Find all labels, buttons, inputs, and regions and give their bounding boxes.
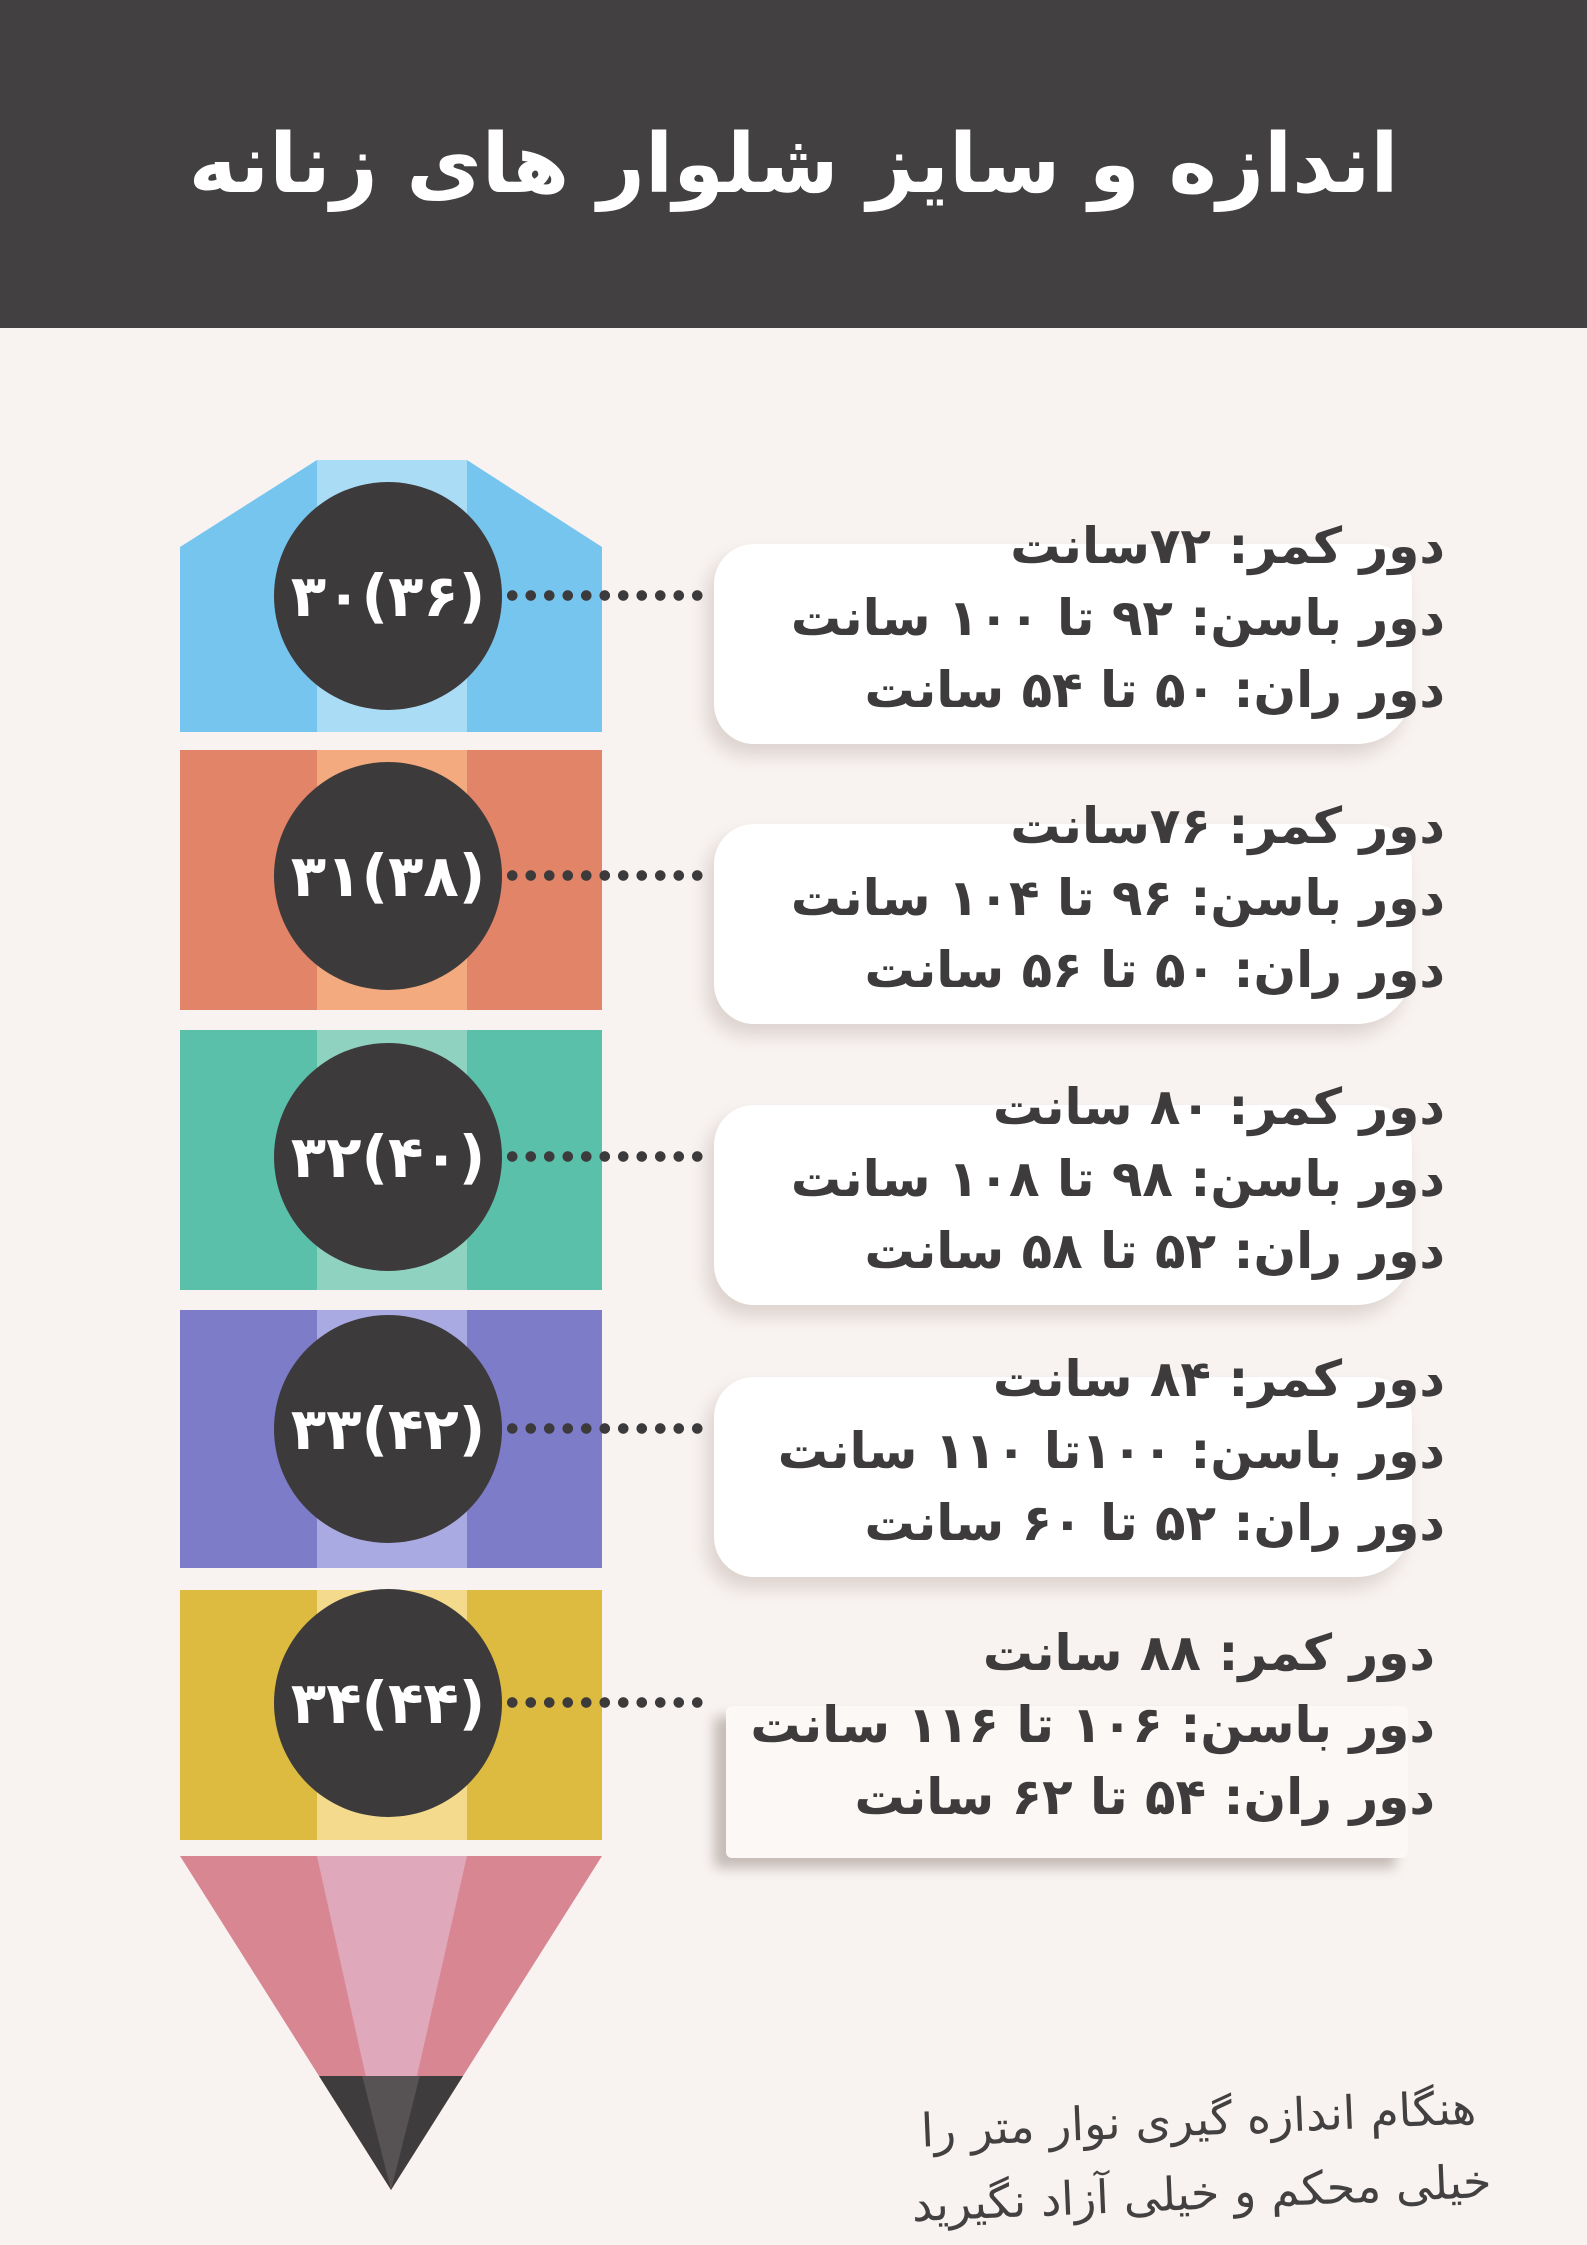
waist-measurement: دور کمر: ۸۰ سانت: [992, 1078, 1445, 1136]
header-bar: اندازه و سایز شلوار های زنانه: [0, 0, 1587, 328]
hips-measurement: دور باسن: ۹۸ تا ۱۰۸ سانت: [790, 1150, 1445, 1208]
size-label-32: ۳۲(۴۰): [290, 1123, 486, 1191]
info-bubble-size-32: [714, 1105, 1412, 1305]
dotted-leader-line: [503, 1422, 705, 1435]
thigh-measurement: دور ران: ۵۲ تا ۵۸ سانت: [864, 1222, 1445, 1280]
hips-measurement: دور باسن: ۹۲ تا ۱۰۰ سانت: [790, 589, 1445, 647]
size-label-31: ۳۱(۳۸): [290, 842, 486, 910]
waist-measurement: دور کمر: ۷۶سانت: [1010, 797, 1445, 855]
dotted-leader-line: [503, 1696, 705, 1709]
waist-measurement: دور کمر: ۸۸ سانت: [982, 1624, 1435, 1682]
hips-measurement: دور باسن: ۱۰۶ تا ۱۱۶ سانت: [750, 1696, 1435, 1754]
info-bubble-size-33: [714, 1377, 1412, 1577]
info-bubble-size-34: [726, 1706, 1408, 1858]
size-circle-31: ۳۱(۳۸): [274, 762, 502, 990]
size-label-30: ۳۰(۳۶): [290, 562, 486, 630]
size-circle-30: ۳۰(۳۶): [274, 482, 502, 710]
waist-measurement: دور کمر: ۸۴ سانت: [992, 1350, 1445, 1408]
measuring-advice-note: هنگام اندازه گیری نوار متر را خیلی محکم …: [857, 2068, 1543, 2244]
measurements-size-31: دور کمر: ۷۶سانت دور باسن: ۹۶ تا ۱۰۴ سانت…: [700, 790, 1445, 1006]
size-label-34: ۳۴(۴۴): [290, 1669, 486, 1737]
info-bubble-size-31: [714, 824, 1412, 1024]
thigh-measurement: دور ران: ۵۲ تا ۶۰ سانت: [864, 1494, 1445, 1552]
page-title: اندازه و سایز شلوار های زنانه: [188, 116, 1399, 212]
dotted-leader-line: [503, 589, 705, 602]
dotted-leader-line: [503, 869, 705, 882]
pencil-graphite-tip: [319, 2076, 463, 2190]
measurements-size-32: دور کمر: ۸۰ سانت دور باسن: ۹۸ تا ۱۰۸ سان…: [700, 1071, 1445, 1287]
thigh-measurement: دور ران: ۵۰ تا ۵۴ سانت: [864, 661, 1445, 719]
info-bubble-size-30: [714, 544, 1412, 744]
size-label-33: ۳۳(۴۲): [290, 1395, 486, 1463]
measurements-size-34: دور کمر: ۸۸ سانت دور باسن: ۱۰۶ تا ۱۱۶ سا…: [700, 1617, 1435, 1833]
hips-measurement: دور باسن: ۹۶ تا ۱۰۴ سانت: [790, 869, 1445, 927]
size-circle-33: ۳۳(۴۲): [274, 1315, 502, 1543]
waist-measurement: دور کمر: ۷۲سانت: [1010, 517, 1445, 575]
pencil-graphite-highlight: [362, 2076, 420, 2190]
measurements-size-33: دور کمر: ۸۴ سانت دور باسن: ۱۰۰تا ۱۱۰ سان…: [700, 1343, 1445, 1559]
size-circle-34: ۳۴(۴۴): [274, 1589, 502, 1817]
size-circle-32: ۳۲(۴۰): [274, 1043, 502, 1271]
dotted-leader-line: [503, 1150, 705, 1163]
thigh-measurement: دور ران: ۵۰ تا ۵۶ سانت: [864, 941, 1445, 999]
thigh-measurement: دور ران: ۵۴ تا ۶۲ سانت: [854, 1768, 1435, 1826]
measurements-size-30: دور کمر: ۷۲سانت دور باسن: ۹۲ تا ۱۰۰ سانت…: [700, 510, 1445, 726]
hips-measurement: دور باسن: ۱۰۰تا ۱۱۰ سانت: [777, 1422, 1445, 1480]
